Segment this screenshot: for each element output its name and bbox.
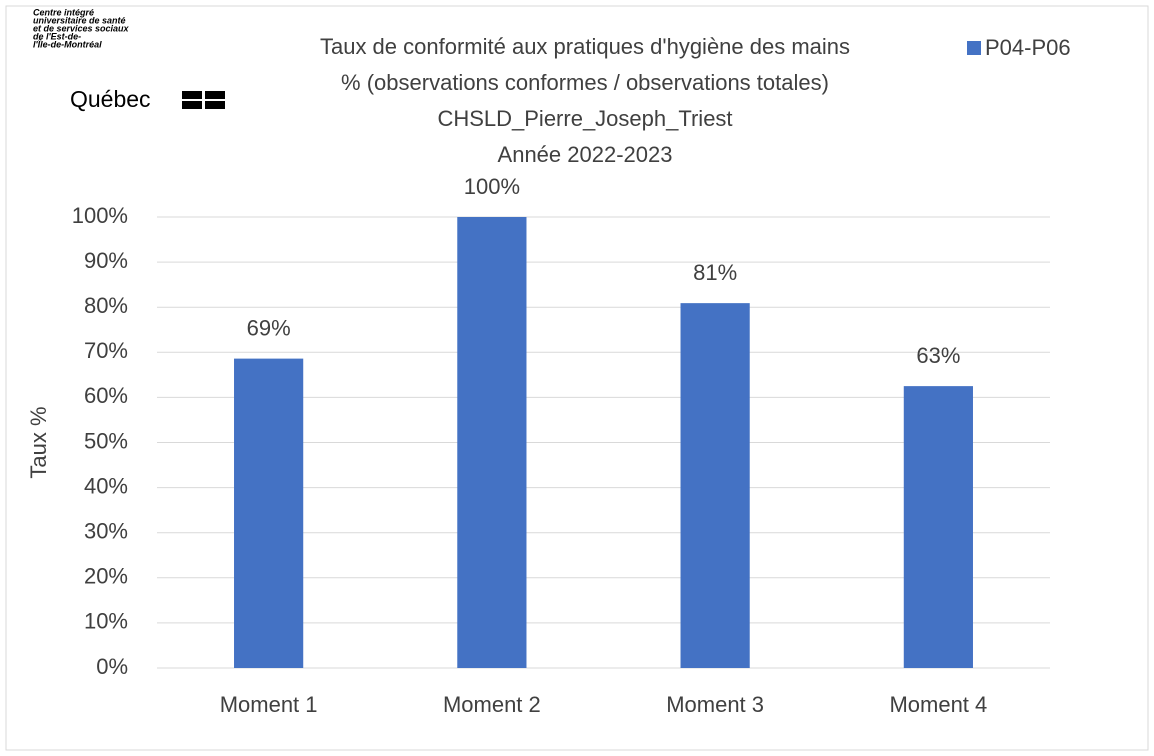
data-label: 100% <box>464 174 520 199</box>
y-tick-label: 70% <box>84 338 128 363</box>
logo-text: universitaire de santé <box>33 15 126 25</box>
y-tick-label: 60% <box>84 383 128 408</box>
logo-text: l'Île-de-Montréal <box>33 38 102 49</box>
logo-text: et de services sociaux <box>33 23 130 33</box>
bar <box>903 386 973 668</box>
x-tick-label: Moment 1 <box>220 692 318 717</box>
logo-text: de l'Est-de- <box>33 31 81 41</box>
data-label: 69% <box>247 315 291 340</box>
x-tick-label: Moment 3 <box>666 692 764 717</box>
logo-brand: Québec <box>70 86 151 112</box>
chart-title: Taux de conformité aux pratiques d'hygiè… <box>320 34 850 59</box>
chart-title: Année 2022-2023 <box>498 142 673 167</box>
y-tick-label: 10% <box>84 609 128 634</box>
y-tick-label: 80% <box>84 293 128 318</box>
logo-text: Centre intégré <box>33 7 94 17</box>
y-tick-label: 30% <box>84 519 128 544</box>
y-tick-label: 50% <box>84 428 128 453</box>
x-tick-label: Moment 4 <box>889 692 987 717</box>
y-tick-label: 90% <box>84 248 128 273</box>
legend-swatch <box>967 41 981 55</box>
data-label: 81% <box>693 260 737 285</box>
logo-flags <box>182 91 225 109</box>
y-tick-label: 100% <box>72 203 128 228</box>
legend-label: P04-P06 <box>985 35 1071 60</box>
data-label: 63% <box>916 343 960 368</box>
chart-title: CHSLD_Pierre_Joseph_Triest <box>437 106 732 131</box>
y-axis-label: Taux % <box>26 406 51 478</box>
x-tick-label: Moment 2 <box>443 692 541 717</box>
bar <box>457 217 527 668</box>
y-tick-label: 20% <box>84 564 128 589</box>
y-tick-label: 0% <box>96 654 128 679</box>
y-tick-label: 40% <box>84 473 128 498</box>
bar <box>680 303 750 668</box>
bar <box>234 358 304 668</box>
chart-title: % (observations conformes / observations… <box>341 70 829 95</box>
